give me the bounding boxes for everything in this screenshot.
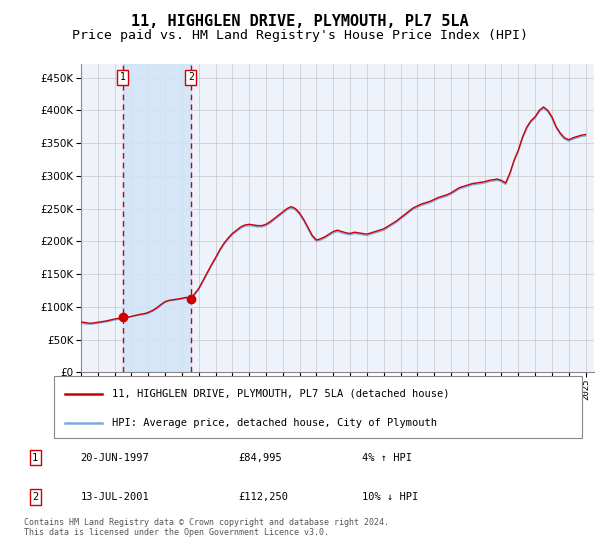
Text: 2: 2: [188, 72, 194, 82]
Text: 10% ↓ HPI: 10% ↓ HPI: [362, 492, 419, 502]
Text: 1: 1: [32, 453, 38, 463]
Text: £84,995: £84,995: [238, 453, 282, 463]
Text: Contains HM Land Registry data © Crown copyright and database right 2024.
This d: Contains HM Land Registry data © Crown c…: [24, 518, 389, 538]
FancyBboxPatch shape: [54, 376, 582, 438]
Text: 20-JUN-1997: 20-JUN-1997: [80, 453, 149, 463]
Text: 1: 1: [119, 72, 125, 82]
Text: 4% ↑ HPI: 4% ↑ HPI: [362, 453, 412, 463]
Text: Price paid vs. HM Land Registry's House Price Index (HPI): Price paid vs. HM Land Registry's House …: [72, 29, 528, 42]
Text: 11, HIGHGLEN DRIVE, PLYMOUTH, PL7 5LA (detached house): 11, HIGHGLEN DRIVE, PLYMOUTH, PL7 5LA (d…: [112, 389, 449, 399]
Text: HPI: Average price, detached house, City of Plymouth: HPI: Average price, detached house, City…: [112, 418, 437, 427]
Text: 11, HIGHGLEN DRIVE, PLYMOUTH, PL7 5LA: 11, HIGHGLEN DRIVE, PLYMOUTH, PL7 5LA: [131, 14, 469, 29]
Bar: [122, 64, 191, 372]
Text: 13-JUL-2001: 13-JUL-2001: [80, 492, 149, 502]
Text: 2: 2: [32, 492, 38, 502]
Text: £112,250: £112,250: [238, 492, 289, 502]
